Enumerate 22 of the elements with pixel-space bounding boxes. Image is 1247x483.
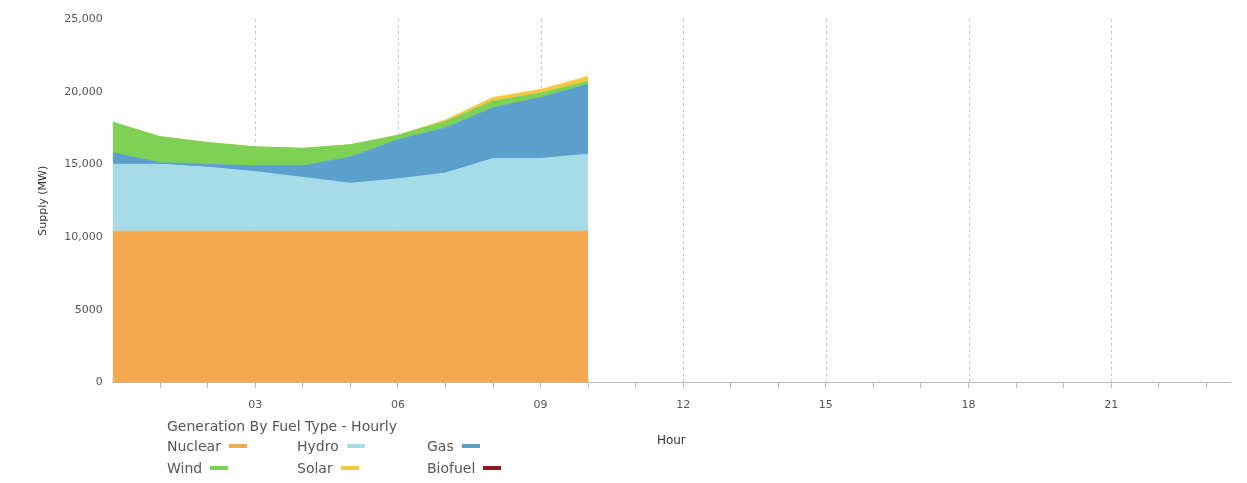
x-tick-label: 15 (818, 397, 833, 411)
x-tick-label: 12 (676, 397, 691, 411)
legend-title: Generation By Fuel Type - Hourly (167, 418, 398, 434)
legend-label: Biofuel (427, 460, 476, 476)
y-tick-label: 0 (95, 375, 103, 389)
y-tick-label: 10,000 (64, 229, 103, 243)
x-tick-label: 03 (248, 397, 263, 411)
y-tick-label: 25,000 (64, 11, 103, 25)
y-tick-label: 5000 (74, 302, 103, 316)
y-axis-title: Supply (MW) (36, 165, 50, 236)
legend-label: Wind (167, 460, 203, 476)
y-tick-label: 20,000 (64, 84, 103, 98)
legend-label: Solar (297, 460, 333, 476)
legend-label: Hydro (297, 438, 339, 454)
x-tick-label: 18 (961, 397, 976, 411)
legend-label: Gas (427, 438, 454, 454)
x-tick-label: 09 (533, 397, 548, 411)
x-tick-label: 21 (1104, 397, 1119, 411)
legend-label: Nuclear (167, 438, 221, 454)
x-tick-label: 06 (390, 397, 405, 411)
y-tick-label: 15,000 (64, 157, 103, 171)
x-axis-title: Hour (656, 432, 686, 447)
